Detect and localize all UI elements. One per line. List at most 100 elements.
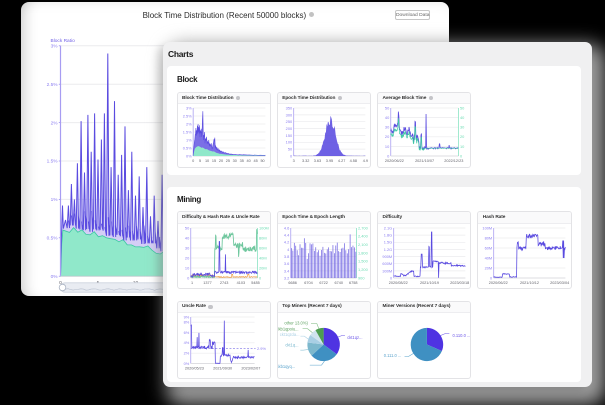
svg-text:2020/06/22: 2020/06/22	[385, 159, 404, 163]
svg-text:0%: 0%	[186, 154, 192, 159]
svg-text:2020/05/23: 2020/05/23	[184, 367, 203, 371]
svg-text:ckt1qzda...: ckt1qzda...	[279, 332, 299, 337]
svg-text:1377: 1377	[203, 280, 211, 284]
svg-text:40: 40	[184, 235, 189, 240]
svg-text:20M: 20M	[485, 265, 493, 270]
svg-text:0.5%: 0.5%	[182, 146, 191, 151]
svg-text:0.5%: 0.5%	[47, 236, 59, 242]
svg-text:4.9: 4.9	[363, 159, 368, 163]
svg-text:30: 30	[184, 245, 189, 250]
svg-text:6686: 6686	[288, 280, 296, 284]
svg-text:10: 10	[184, 265, 189, 270]
svg-text:6758: 6758	[349, 280, 357, 284]
svg-text:0%: 0%	[183, 361, 189, 366]
svg-text:3.4: 3.4	[284, 268, 290, 273]
svg-text:1%: 1%	[51, 197, 59, 203]
svg-text:4%: 4%	[183, 340, 189, 345]
svg-text:0: 0	[187, 275, 190, 280]
svg-text:20M: 20M	[258, 265, 266, 270]
svg-text:2022/12/23: 2022/12/23	[444, 159, 463, 163]
svg-text:10: 10	[460, 144, 465, 149]
svg-text:2.5%: 2.5%	[182, 114, 191, 119]
svg-text:8%: 8%	[183, 320, 189, 325]
svg-text:4.6: 4.6	[284, 225, 290, 230]
svg-text:0: 0	[258, 275, 261, 280]
svg-text:4.58: 4.58	[349, 159, 356, 163]
svg-text:5485: 5485	[251, 280, 259, 284]
svg-text:30: 30	[460, 125, 465, 130]
svg-text:20: 20	[385, 134, 390, 139]
svg-text:80M: 80M	[258, 235, 266, 240]
svg-text:50: 50	[184, 225, 189, 230]
svg-text:2.1G: 2.1G	[384, 225, 392, 230]
svg-text:250: 250	[285, 119, 292, 124]
svg-text:2743: 2743	[219, 280, 227, 284]
svg-text:40: 40	[385, 115, 390, 120]
svg-text:2021/10/12: 2021/10/12	[520, 280, 539, 284]
svg-text:0: 0	[390, 275, 393, 280]
svg-text:0: 0	[460, 154, 463, 159]
svg-text:1.8G: 1.8G	[384, 232, 392, 237]
svg-text:2%: 2%	[51, 120, 59, 126]
svg-text:10: 10	[204, 159, 208, 163]
svg-text:2.5%: 2.5%	[47, 82, 59, 88]
svg-text:60M: 60M	[258, 245, 266, 250]
svg-text:50: 50	[460, 106, 465, 111]
svg-text:80M: 80M	[485, 235, 493, 240]
svg-text:6%: 6%	[183, 330, 189, 335]
svg-text:2,100: 2,100	[358, 242, 369, 247]
svg-text:40M: 40M	[485, 255, 493, 260]
svg-text:3.8: 3.8	[284, 253, 290, 258]
svg-text:3.95: 3.95	[326, 159, 333, 163]
svg-text:50: 50	[260, 159, 264, 163]
svg-text:5: 5	[199, 159, 201, 163]
svg-text:0%: 0%	[51, 274, 59, 280]
svg-text:2023/03/04: 2023/03/04	[550, 280, 570, 284]
svg-text:3%: 3%	[51, 44, 59, 50]
svg-text:0: 0	[290, 154, 293, 159]
svg-text:100M: 100M	[258, 225, 268, 230]
svg-text:3: 3	[292, 159, 294, 163]
svg-text:3.32: 3.32	[302, 159, 309, 163]
svg-text:0.111.0 ...: 0.111.0 ...	[384, 353, 402, 358]
svg-text:2023/02/07: 2023/02/07	[241, 367, 260, 371]
svg-text:4.4: 4.4	[284, 232, 290, 237]
svg-text:1.5%: 1.5%	[47, 159, 59, 165]
svg-text:1,500: 1,500	[358, 258, 369, 263]
svg-text:20: 20	[218, 159, 222, 163]
svg-text:ckt1qz...: ckt1qz...	[347, 335, 362, 340]
svg-text:2021/10/19: 2021/10/19	[420, 280, 439, 284]
svg-text:0.110.0 ...: 0.110.0 ...	[452, 333, 470, 338]
svg-text:1.2G: 1.2G	[384, 246, 392, 251]
svg-text:10: 10	[385, 144, 390, 149]
svg-text:1,200: 1,200	[358, 267, 369, 272]
svg-text:2021/10/07: 2021/10/07	[415, 159, 434, 163]
svg-text:2023/03/18: 2023/03/18	[450, 280, 469, 284]
svg-text:350: 350	[285, 106, 292, 111]
svg-text:4.2: 4.2	[284, 239, 289, 244]
svg-text:3.2: 3.2	[284, 275, 289, 280]
svg-text:2%: 2%	[183, 351, 189, 356]
svg-text:50: 50	[385, 106, 390, 111]
svg-text:4: 4	[287, 246, 290, 251]
svg-text:60M: 60M	[485, 245, 493, 250]
svg-text:3%: 3%	[186, 106, 192, 111]
svg-text:50: 50	[288, 147, 293, 152]
svg-text:100M: 100M	[483, 225, 493, 230]
svg-text:150: 150	[285, 133, 292, 138]
svg-text:3.63: 3.63	[313, 159, 320, 163]
svg-text:2,400: 2,400	[358, 233, 369, 238]
svg-text:1: 1	[191, 280, 193, 284]
svg-text:0: 0	[490, 275, 493, 280]
svg-text:40M: 40M	[258, 255, 266, 260]
svg-text:45: 45	[253, 159, 257, 163]
svg-text:2.9%: 2.9%	[257, 346, 266, 351]
svg-text:4103: 4103	[236, 280, 244, 284]
svg-text:1%: 1%	[186, 138, 192, 143]
svg-text:4.27: 4.27	[338, 159, 345, 163]
svg-text:1.5G: 1.5G	[384, 239, 392, 244]
svg-text:9%: 9%	[183, 314, 189, 319]
svg-text:6722: 6722	[319, 280, 327, 284]
svg-text:2%: 2%	[186, 122, 192, 127]
svg-text:20: 20	[184, 255, 189, 260]
